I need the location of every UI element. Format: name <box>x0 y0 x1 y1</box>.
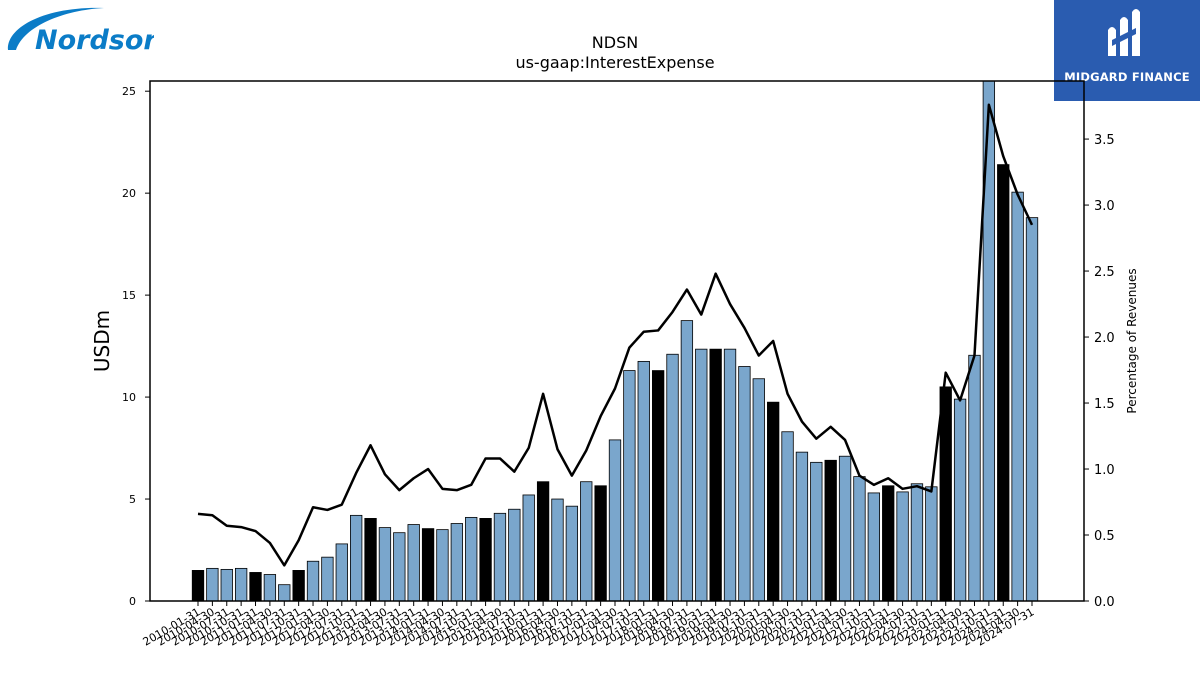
x-axis-ticks: 2010-01-312010-04-302010-07-312010-10-31… <box>141 601 1037 649</box>
y-tick-label: 5 <box>129 493 136 506</box>
bar-2014-01-31 <box>421 528 435 602</box>
bar-2022-10-31 <box>925 486 938 602</box>
revenue-percentage-line <box>197 103 1034 567</box>
bar-2017-04-30 <box>608 439 622 602</box>
midgard-logo-icon <box>1108 9 1140 56</box>
bar-2021-07-31 <box>853 476 866 602</box>
bar-2021-01-31 <box>824 459 837 602</box>
y-right-tick-label: 2.0 <box>1094 331 1115 346</box>
bar-2011-07-31 <box>278 584 291 602</box>
plot-frame <box>149 80 1085 602</box>
chart-title: NDSN <box>592 33 638 52</box>
bar-2014-07-31 <box>450 523 463 602</box>
bar-2010-04-30 <box>206 567 219 602</box>
y-right-tick-label: 2.5 <box>1094 265 1115 280</box>
bar-2016-01-31 <box>536 481 550 602</box>
midgard-finance-watermark: MIDGARD FINANCE <box>1054 0 1200 101</box>
bar-2016-04-30 <box>551 498 564 602</box>
bar-2018-04-30 <box>666 353 679 602</box>
bar-2017-10-31 <box>637 360 650 602</box>
y-tick-label: 10 <box>122 391 136 404</box>
bar-2011-04-30 <box>263 574 277 602</box>
bar-2023-01-31 <box>939 386 952 602</box>
bar-2020-01-31 <box>767 401 780 602</box>
chart-subtitle: us-gaap:InterestExpense <box>515 53 714 72</box>
bar-2010-07-31 <box>220 568 233 602</box>
y-tick-label: 20 <box>122 187 136 200</box>
bar-2023-07-31 <box>968 354 981 602</box>
bar-2012-01-31 <box>306 560 320 602</box>
bar-2022-01-31 <box>882 485 895 602</box>
y-axis-label: USDm <box>90 310 114 372</box>
y-tick-label: 0 <box>129 595 136 608</box>
bar-2019-01-31 <box>709 348 722 602</box>
bar-2016-07-31 <box>565 505 579 602</box>
nordson-logo-mark: Nordson <box>7 7 163 56</box>
bar-2013-01-31 <box>364 518 377 602</box>
bar-2011-01-31 <box>249 572 262 602</box>
y-right-tick-label: 3.0 <box>1094 199 1115 214</box>
y-right-tick-label: 1.5 <box>1094 397 1115 412</box>
bar-2013-07-31 <box>393 532 406 602</box>
bar-2020-10-31 <box>810 461 823 602</box>
bar-2024-07-31 <box>1025 217 1039 602</box>
bar-2024-01-31 <box>997 164 1010 602</box>
line-series <box>197 103 1034 567</box>
bar-2017-07-31 <box>623 370 636 602</box>
bar-2020-07-31 <box>795 451 809 602</box>
bar-2021-10-31 <box>867 492 880 602</box>
y-axis-left-ticks: 0 5 10 15 20 25 <box>122 85 150 608</box>
bar-2014-10-31 <box>465 516 478 602</box>
bar-2013-04-30 <box>378 527 392 602</box>
bar-2019-04-30 <box>723 348 737 602</box>
watermark-text: MIDGARD FINANCE <box>1064 70 1190 84</box>
y-tick-label: 15 <box>122 289 136 302</box>
bar-2020-04-30 <box>781 431 794 602</box>
bar-2017-01-31 <box>594 485 607 602</box>
y-axis-right-ticks: 0.0 0.5 1.0 1.5 2.0 2.5 3.0 3.5 <box>1084 133 1115 610</box>
y-right-tick-label: 0.5 <box>1094 529 1115 544</box>
bar-series <box>191 80 1039 602</box>
y-right-tick-label: 3.5 <box>1094 133 1115 148</box>
bar-2011-10-31 <box>292 570 305 602</box>
bar-2019-07-31 <box>738 366 751 602</box>
y-tick-label: 25 <box>122 85 136 98</box>
bar-2016-10-31 <box>580 481 593 602</box>
bar-2018-01-31 <box>651 370 665 602</box>
bar-2015-07-31 <box>508 508 521 602</box>
bar-2012-10-31 <box>350 514 363 602</box>
bar-2022-04-30 <box>896 491 909 602</box>
bar-2014-04-30 <box>436 529 449 602</box>
company-logo-text: Nordson <box>35 25 154 56</box>
y-right-tick-label: 0.0 <box>1094 595 1115 610</box>
bar-2015-04-30 <box>493 512 507 602</box>
bar-2012-07-31 <box>335 543 348 602</box>
y-right-tick-label: 1.0 <box>1094 463 1115 478</box>
bar-2010-01-31 <box>191 570 205 602</box>
bar-2022-07-31 <box>910 483 924 602</box>
y-axis-right-label: Percentage of Revenues <box>1125 268 1139 413</box>
bar-2015-10-31 <box>522 494 535 602</box>
bar-2012-04-30 <box>321 556 334 602</box>
bar-2013-10-31 <box>407 524 420 602</box>
bar-2019-10-31 <box>752 378 765 602</box>
bar-2024-04-30 <box>1011 191 1024 602</box>
bar-2010-10-31 <box>234 567 248 602</box>
bar-2018-10-31 <box>695 348 708 602</box>
bar-2015-01-31 <box>479 518 492 602</box>
bar-2018-07-31 <box>680 320 694 602</box>
bar-2021-04-30 <box>838 455 852 602</box>
bar-2023-04-30 <box>953 398 967 602</box>
nordson-logo: Nordson <box>4 4 163 56</box>
